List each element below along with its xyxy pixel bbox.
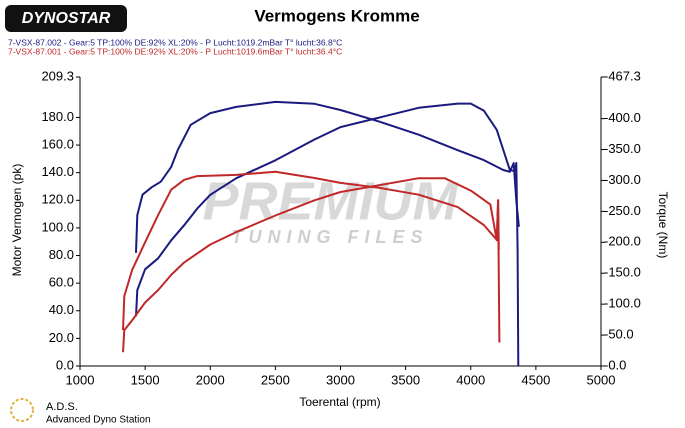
- logo-box: [5, 5, 127, 32]
- x-tick-label: 5000: [587, 372, 616, 387]
- y2-tick-label: -100.0: [604, 296, 641, 311]
- series-line: [135, 102, 520, 367]
- y-tick-label: 20.0: [49, 330, 74, 345]
- chart-title: Vermogens Kromme: [254, 6, 419, 25]
- logo: DYNOSTAR: [22, 10, 111, 27]
- y-tick-label: 60.0: [49, 275, 74, 290]
- y-tick-label: 160.0: [41, 137, 74, 152]
- y2-tick-label: -0.0: [604, 357, 626, 372]
- x-tick-label: 1000: [66, 372, 95, 387]
- x-axis-label: Toerental (rpm): [299, 395, 380, 409]
- series-line: [135, 100, 520, 253]
- x-tick-label: 3000: [326, 372, 355, 387]
- y2-tick-label: -50.0: [604, 327, 634, 342]
- legend-entry: 7-VSX-87.001 - Gear:5 TP:100% DE:92% XL:…: [8, 46, 342, 56]
- y-tick-label: 40.0: [49, 302, 74, 317]
- y-tick-label: 140.0: [41, 164, 74, 179]
- y-tick-label: 120.0: [41, 192, 74, 207]
- y2-tick-label: -467.3: [604, 68, 641, 83]
- legend-entry: 7-VSX-87.002 - Gear:5 TP:100% DE:92% XL:…: [8, 37, 342, 47]
- footer-logo: [10, 398, 34, 422]
- y-axis-label: Motor Vermogen (pk): [10, 164, 24, 277]
- x-tick-label: 2500: [261, 372, 290, 387]
- footer-title: A.D.S.: [46, 401, 78, 413]
- y-tick-label: 100.0: [41, 219, 74, 234]
- y-tick-label: 80.0: [49, 247, 74, 262]
- y2-tick-label: -250.0: [604, 203, 641, 218]
- y-tick-label: 0.0: [56, 357, 74, 372]
- y2-tick-label: -300.0: [604, 172, 641, 187]
- y2-tick-label: -200.0: [604, 234, 641, 249]
- x-tick-label: 2000: [196, 372, 225, 387]
- y2-tick-label: -400.0: [604, 110, 641, 125]
- y-tick-label: 180.0: [41, 109, 74, 124]
- watermark-sub: TUNING FILES: [232, 227, 429, 247]
- y2-tick-label: -350.0: [604, 141, 641, 156]
- footer-sub: Advanced Dyno Station: [46, 415, 151, 426]
- y2-axis-label: Torque (Nm): [656, 192, 670, 259]
- y2-tick-label: -150.0: [604, 265, 641, 280]
- series-line: [122, 177, 501, 353]
- x-tick-label: 3500: [391, 372, 420, 387]
- series-line: [122, 170, 500, 331]
- x-tick-label: 4000: [456, 372, 485, 387]
- y-tick-label: 209.3: [41, 68, 74, 83]
- x-tick-label: 4500: [521, 372, 550, 387]
- x-tick-label: 1500: [131, 372, 160, 387]
